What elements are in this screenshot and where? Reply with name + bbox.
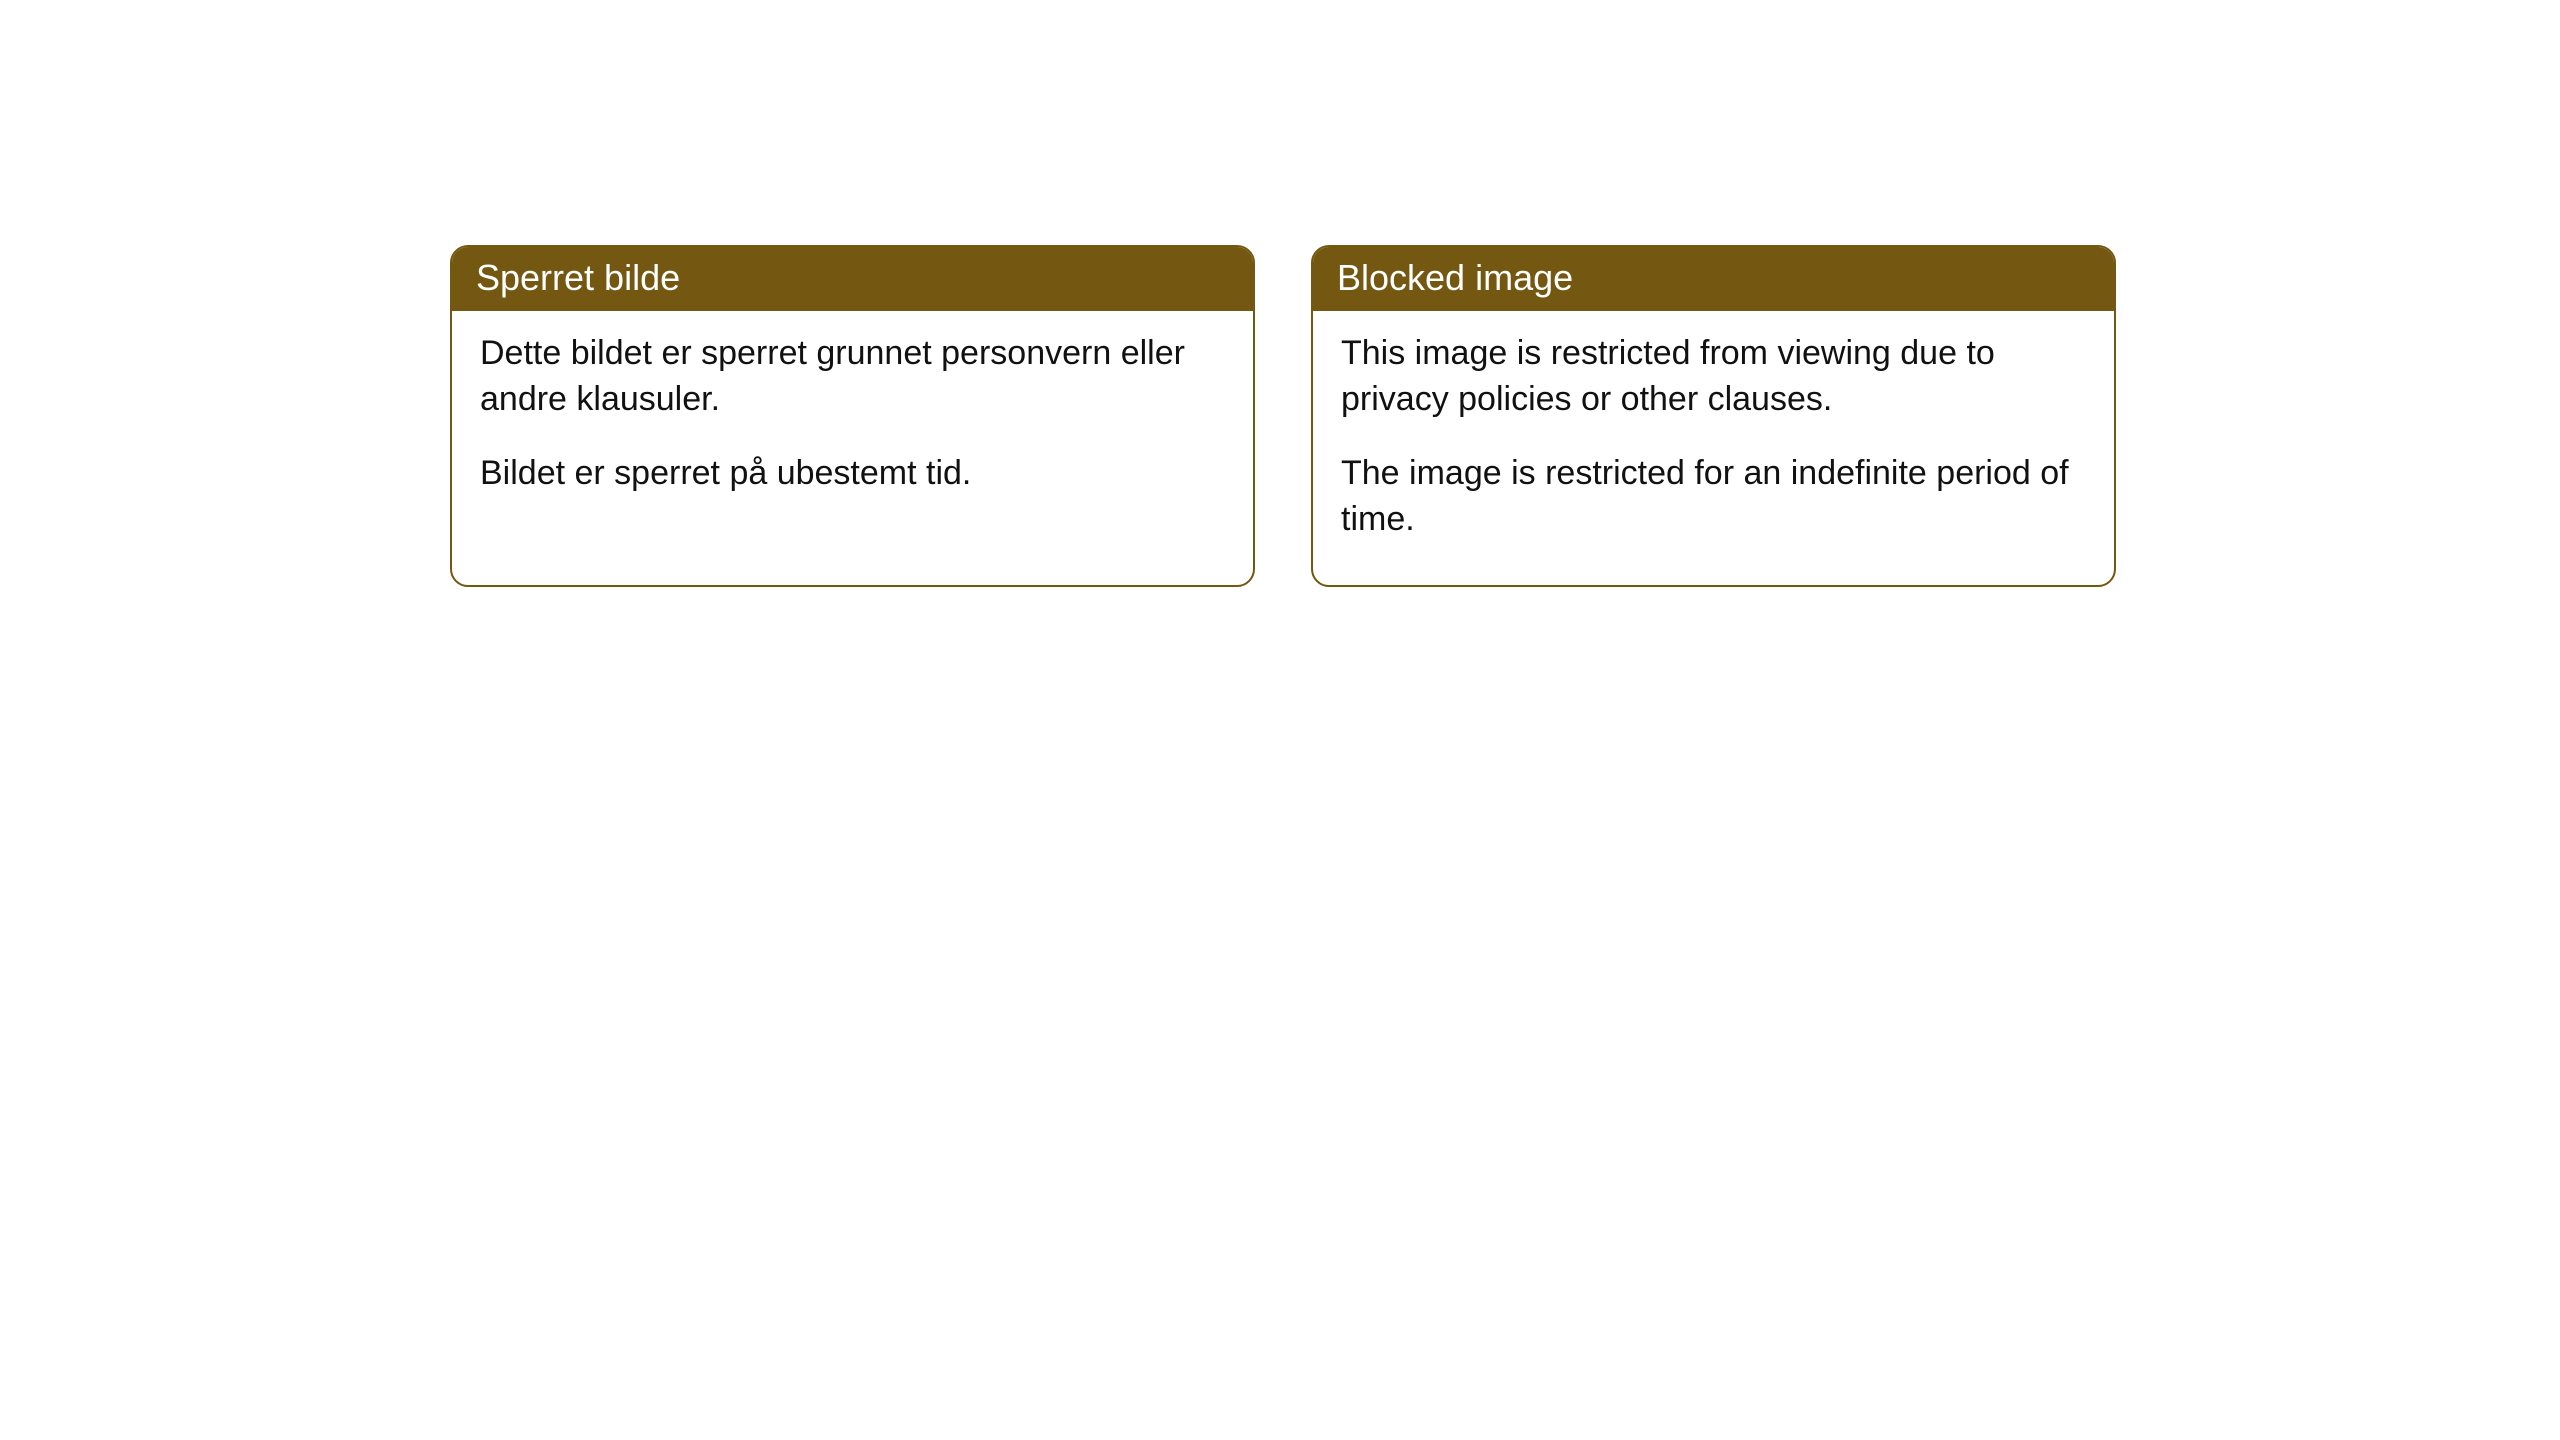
notice-text-1-english: This image is restricted from viewing du… xyxy=(1341,331,2086,423)
card-title-english: Blocked image xyxy=(1313,247,2114,311)
card-body-english: This image is restricted from viewing du… xyxy=(1313,311,2114,585)
notice-text-1-norwegian: Dette bildet er sperret grunnet personve… xyxy=(480,331,1225,423)
blocked-image-card-norwegian: Sperret bilde Dette bildet er sperret gr… xyxy=(450,245,1255,587)
card-body-norwegian: Dette bildet er sperret grunnet personve… xyxy=(452,311,1253,539)
card-title-norwegian: Sperret bilde xyxy=(452,247,1253,311)
notice-text-2-norwegian: Bildet er sperret på ubestemt tid. xyxy=(480,451,1225,497)
blocked-image-card-english: Blocked image This image is restricted f… xyxy=(1311,245,2116,587)
notice-text-2-english: The image is restricted for an indefinit… xyxy=(1341,451,2086,543)
notice-cards-container: Sperret bilde Dette bildet er sperret gr… xyxy=(450,245,2116,587)
